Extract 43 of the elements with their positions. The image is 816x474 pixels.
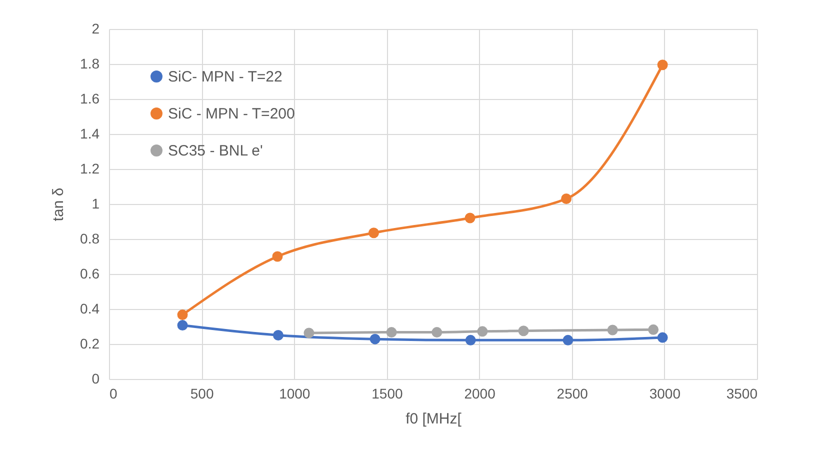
legend-label: SiC- MPN - T=22 xyxy=(168,68,282,86)
y-tick-label: 0.8 xyxy=(80,230,100,246)
point xyxy=(648,324,659,335)
y-tick-label: 0.4 xyxy=(80,300,100,316)
y-tick-label: 1.4 xyxy=(80,126,100,142)
point xyxy=(561,194,572,204)
x-tick-label: 0 xyxy=(110,386,118,402)
y-tick-label: 0 xyxy=(92,370,100,386)
point xyxy=(370,334,380,344)
y-tick-label: 1.6 xyxy=(80,90,100,106)
x-tick-label: 1500 xyxy=(372,386,403,402)
point xyxy=(657,332,668,343)
point xyxy=(477,326,488,337)
y-tick-label: 0.6 xyxy=(80,266,100,282)
point xyxy=(518,326,529,336)
point xyxy=(304,328,314,338)
point xyxy=(177,310,188,320)
point xyxy=(272,251,283,262)
point xyxy=(464,212,476,224)
x-tick-label: 3500 xyxy=(726,386,758,402)
x-tick-label: 2500 xyxy=(556,386,588,402)
x-tick-label: 500 xyxy=(190,386,214,402)
legend-label: SC35 - BNL e' xyxy=(168,142,263,160)
point xyxy=(465,334,476,346)
x-axis-title: f0 [MHz[ xyxy=(406,410,462,428)
y-tick-label: 0.2 xyxy=(80,336,100,352)
y-tick-label: 1.8 xyxy=(80,56,100,72)
y-tick-label: 2 xyxy=(92,20,100,36)
point xyxy=(386,327,397,338)
y-tick-label: 1.2 xyxy=(80,160,100,176)
legend-label: SiC - MPN - T=200 xyxy=(168,106,295,122)
point xyxy=(432,327,442,338)
x-tick-label: 1000 xyxy=(279,386,310,402)
point xyxy=(177,320,188,331)
point xyxy=(657,60,668,70)
point xyxy=(607,324,618,336)
point xyxy=(562,334,574,346)
x-tick-label: 2000 xyxy=(464,386,496,402)
y-tick-label: 1 xyxy=(92,196,100,212)
point xyxy=(272,330,284,340)
y-axis-title: tan δ xyxy=(50,188,68,222)
x-tick-label: 3000 xyxy=(649,386,681,402)
point xyxy=(368,228,379,238)
